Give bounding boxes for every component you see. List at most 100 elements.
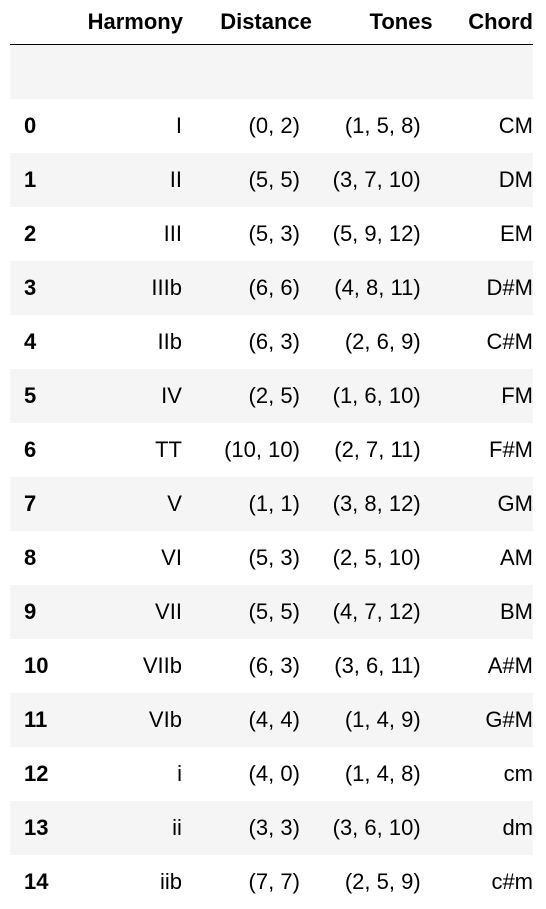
column-header-index [10, 0, 67, 45]
distance-cell: (0, 2) [248, 112, 300, 138]
row-index-cell: 13 [24, 814, 49, 840]
column-header-harmony: Harmony [66, 0, 183, 45]
table-header: Harmony Distance Tones Chord [10, 0, 533, 45]
tones-cell: (2, 6, 9) [344, 328, 421, 354]
row-index-cell: 3 [24, 274, 37, 300]
column-header-tones: Tones [311, 0, 433, 45]
harmony-cell: III [163, 220, 182, 246]
distance-cell: (6, 3) [248, 652, 300, 678]
row-index-cell: 9 [24, 598, 37, 624]
chord-cell: D#M [486, 274, 533, 300]
harmony-cell: VIb [148, 706, 182, 732]
distance-cell: (6, 3) [248, 328, 300, 354]
tones-cell: (3, 6, 10) [332, 814, 421, 840]
tones-cell: (4, 7, 12) [332, 598, 421, 624]
table-row: 6 TT (10, 10) (2, 7, 11) F#M [10, 422, 533, 477]
distance-cell: (5, 5) [248, 166, 300, 192]
chord-cell: AM [500, 544, 533, 570]
distance-cell: (4, 0) [248, 760, 300, 786]
table-row: 4 IIb (6, 3) (2, 6, 9) C#M [10, 314, 533, 369]
table-row: 14 iib (7, 7) (2, 5, 9) c#m [10, 854, 533, 909]
tones-cell: (4, 8, 11) [334, 274, 421, 300]
row-index-cell: 0 [24, 112, 37, 138]
row-index-cell: 2 [24, 220, 37, 246]
harmony-cell: VI [161, 544, 182, 570]
dataframe-table: Harmony Distance Tones Chord 0 I (0, 2) (1,… [10, 0, 533, 909]
chord-cell: C#M [486, 328, 533, 354]
distance-cell: (4, 4) [248, 706, 300, 732]
tones-cell: (2, 7, 11) [334, 436, 421, 462]
harmony-cell: iib [159, 868, 182, 894]
row-index-cell: 4 [24, 328, 37, 354]
table-row: 5 IV (2, 5) (1, 6, 10) FM [10, 368, 533, 423]
chord-cell: F#M [489, 436, 533, 462]
harmony-cell: VII [155, 598, 182, 624]
tones-cell: (1, 5, 8) [344, 112, 421, 138]
distance-cell: (10, 10) [224, 436, 300, 462]
table-row: 3 IIIb (6, 6) (4, 8, 11) D#M [10, 260, 533, 315]
table-body: 0 I (0, 2) (1, 5, 8) CM 1 II (5, 5) (3, 7, 10) DM… [10, 44, 533, 909]
chord-cell: c#m [491, 868, 533, 894]
chord-cell: G#M [485, 706, 533, 732]
table-row: 1 II (5, 5) (3, 7, 10) DM [10, 152, 533, 207]
row-index-cell: 7 [24, 490, 37, 516]
harmony-cell: V [167, 490, 182, 516]
harmony-cell: VIIb [142, 652, 182, 678]
tones-cell: (1, 4, 8) [344, 760, 421, 786]
chord-cell: DM [498, 166, 533, 192]
tones-cell: (3, 8, 12) [332, 490, 421, 516]
distance-cell: (1, 1) [248, 490, 300, 516]
chord-cell: dm [502, 814, 533, 840]
harmony-cell: I [175, 112, 182, 138]
row-index-cell: 1 [24, 166, 37, 192]
table-row: 12 i (4, 0) (1, 4, 8) cm [10, 746, 533, 801]
table-row: 0 I (0, 2) (1, 5, 8) CM [10, 98, 533, 153]
distance-cell: (2, 5) [248, 382, 300, 408]
harmony-cell: ii [172, 814, 182, 840]
row-index-cell: 5 [24, 382, 37, 408]
tones-cell: (2, 5, 10) [332, 544, 421, 570]
tones-cell: (1, 6, 10) [332, 382, 421, 408]
harmony-cell: II [169, 166, 182, 192]
distance-cell: (5, 3) [248, 220, 300, 246]
distance-cell: (7, 7) [248, 868, 300, 894]
table-row: 8 VI (5, 3) (2, 5, 10) AM [10, 530, 533, 585]
tones-cell: (1, 4, 9) [344, 706, 421, 732]
table-row: 11 VIb (4, 4) (1, 4, 9) G#M [10, 692, 533, 747]
tones-cell: (2, 5, 9) [344, 868, 421, 894]
harmony-cell: IV [161, 382, 182, 408]
dataframe-output: Harmony Distance Tones Chord 0 I (0, 2) (1,… [10, 0, 533, 894]
harmony-cell: i [177, 760, 182, 786]
tones-cell: (3, 7, 10) [332, 166, 421, 192]
row-index-cell: 14 [24, 868, 49, 894]
table-row: 7 V (1, 1) (3, 8, 12) GM [10, 476, 533, 531]
chord-cell: GM [497, 490, 533, 516]
table-row: 10 VIIb (6, 3) (3, 6, 11) A#M [10, 638, 533, 693]
harmony-cell: IIIb [151, 274, 182, 300]
harmony-cell: TT [155, 436, 182, 462]
header-row: Harmony Distance Tones Chord [10, 0, 533, 45]
column-header-distance: Distance [182, 0, 312, 45]
row-index-cell: 10 [24, 652, 49, 678]
chord-cell: EM [500, 220, 533, 246]
chord-cell: FM [501, 382, 533, 408]
table-row: 13 ii (3, 3) (3, 6, 10) dm [10, 800, 533, 855]
tones-cell: (5, 9, 12) [332, 220, 421, 246]
chord-cell: BM [500, 598, 533, 624]
row-index-cell: 6 [24, 436, 37, 462]
distance-cell: (6, 6) [248, 274, 300, 300]
tones-cell: (3, 6, 11) [334, 652, 421, 678]
distance-cell: (5, 5) [248, 598, 300, 624]
row-index-cell: 12 [24, 760, 49, 786]
column-header-chord: Chord [432, 0, 533, 45]
distance-cell: (3, 3) [248, 814, 300, 840]
harmony-cell: IIb [157, 328, 182, 354]
distance-cell: (5, 3) [248, 544, 300, 570]
header-spacer [10, 44, 533, 99]
chord-cell: cm [503, 760, 533, 786]
table-row: 2 III (5, 3) (5, 9, 12) EM [10, 206, 533, 261]
chord-cell: A#M [487, 652, 533, 678]
row-index-cell: 8 [24, 544, 37, 570]
chord-cell: CM [498, 112, 533, 138]
row-index-cell: 11 [24, 706, 48, 732]
